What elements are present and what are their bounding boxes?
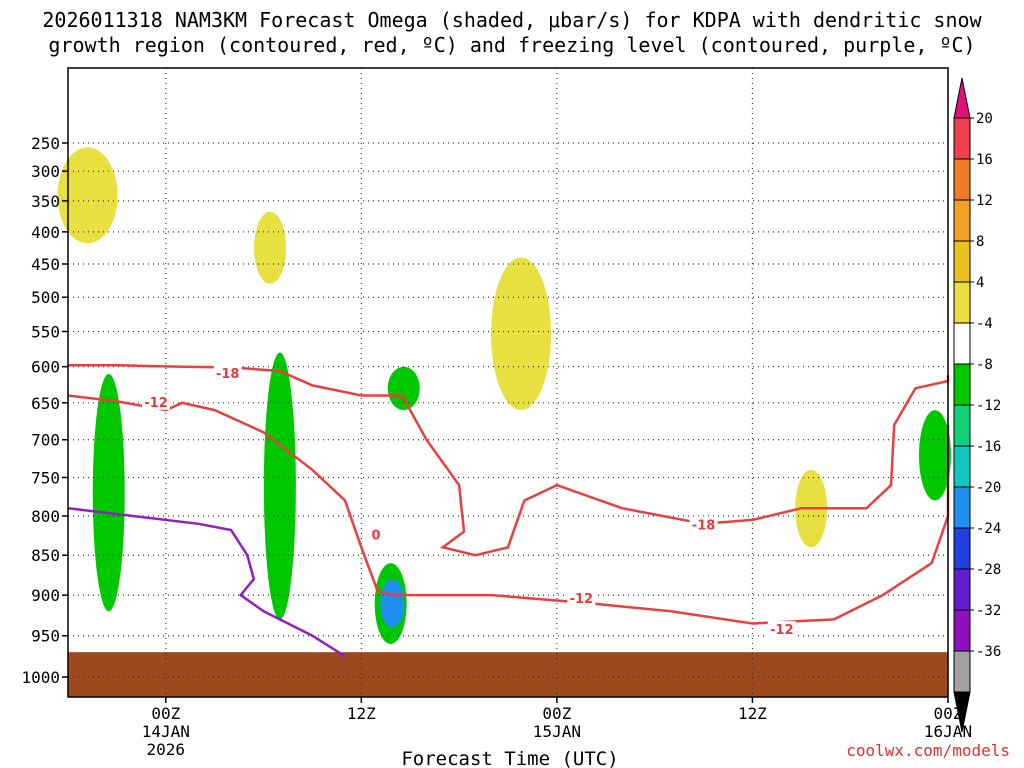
contour-label-4: -12 [770,623,794,638]
colorbar-bin-c8 [953,240,971,283]
omega-region-5 [263,352,296,620]
colorbar-label-11: -28 [976,562,1001,578]
contour-dgz-upper [68,364,950,557]
y-tick-label-1000: 1000 [21,668,60,687]
colorbar-label-5: -4 [976,316,993,332]
x-axis-title: Forecast Time (UTC) [401,748,618,768]
x-tick-label-24-0: 00Z [151,704,180,723]
colorbar-label-3: 8 [976,234,984,250]
ground-fill [68,652,948,697]
y-tick-label-350: 350 [31,192,60,211]
y-tick-label-850: 850 [31,546,60,565]
colorbar-label-13: -36 [976,644,1001,660]
omega-region-2 [491,257,552,411]
chart-title-line2: growth region (contoured, red, ºC) and f… [48,33,975,57]
y-tick-label-900: 900 [31,586,60,605]
y-tick-label-500: 500 [31,288,60,307]
colorbar-bin-cm4 [953,363,971,406]
colorbar-label-8: -16 [976,439,1001,455]
contour-label-1: -12 [144,396,168,411]
colorbar-label-0: 20 [976,111,993,127]
x-tick-label-48-0: 00Z [542,704,571,723]
contour-label-0: -18 [216,367,240,382]
x-tick-label-72-0: 00Z [934,704,963,723]
contour-label-bg-0 [213,364,242,381]
colorbar-bin-cm8 [953,404,971,447]
colorbar-bin-cm20 [953,527,971,570]
x-tick-label-48-1: 15JAN [533,722,581,741]
colorbar-bin-cm16 [953,486,971,529]
colorbar-bin-cm28 [953,609,971,652]
y-tick-label-600: 600 [31,358,60,377]
plot-frame [67,67,949,698]
omega-region-7 [387,366,420,411]
y-tick-label-550: 550 [31,322,60,341]
y-tick-label-300: 300 [31,162,60,181]
colorbar-label-2: 12 [976,193,993,209]
credit-text: coolwx.com/models [846,741,1010,760]
y-axis: 250 300 350 400 450 500 550 600 650 700 750 800 850 9… [21,134,68,687]
colorbar-label-10: -24 [976,521,1001,537]
y-tick-label-750: 750 [31,468,60,487]
x-tick-label-24-2: 2026 [147,740,186,759]
x-tick-label-24-1: 14JAN [142,722,190,741]
y-tick-label-650: 650 [31,394,60,413]
x-tick-label-36-0: 12Z [347,704,376,723]
colorbar-label-7: -12 [976,398,1001,414]
colorbar-bin-white [953,322,971,365]
y-tick-label-250: 250 [31,134,60,153]
colorbar-bin-cm32 [953,650,971,693]
colorbar-bin-c20 [953,117,971,160]
x-tick-label-60-0: 12Z [738,704,767,723]
contour-label-3: -12 [570,592,594,607]
y-tick-label-800: 800 [31,507,60,526]
chart-title-line1: 2026011318 NAM3KM Forecast Omega (shaded… [42,8,982,32]
contour-label-2: -18 [692,518,716,533]
omega-region-4 [92,373,125,612]
omega-region-0 [57,147,118,244]
colorbar-label-9: -20 [976,480,1001,496]
colorbar-top-triangle [953,77,971,119]
y-tick-label-950: 950 [31,627,60,646]
colorbar-bin-c12 [953,199,971,242]
y-tick-label-400: 400 [31,223,60,242]
x-tick-label-72-1: 16JAN [924,722,972,741]
omega-region-8 [918,410,951,501]
colorbar-bin-c4 [953,281,971,324]
contour-label-bg-5 [362,526,390,543]
colorbar-bin-cm12 [953,445,971,488]
colorbar: 20 16 12 8 4 -4 -8 -12 -16 -20 -24 -28 -32 -36 [953,77,1001,733]
plot-area: -18 -12 -18 -12 -12 0 [57,67,951,698]
colorbar-label-12: -32 [976,603,1001,619]
contour-label-bg-1 [142,393,170,410]
omega-region-9 [380,579,405,628]
colorbar-bin-c16 [953,158,971,201]
contour-label-bg-3 [567,590,596,607]
colorbar-label-6: -8 [976,357,993,373]
colorbar-bin-cm24 [953,568,971,611]
y-tick-label-450: 450 [31,255,60,274]
omega-region-1 [254,211,287,284]
contour-label-bg-2 [689,516,718,533]
contour-label-bg-4 [767,621,796,638]
contour-freezing-level [67,506,346,658]
colorbar-bottom-triangle [953,691,971,733]
y-tick-label-700: 700 [31,431,60,450]
contour-label-5: 0 [371,529,380,544]
colorbar-label-1: 16 [976,152,993,168]
colorbar-label-4: 4 [976,275,984,291]
